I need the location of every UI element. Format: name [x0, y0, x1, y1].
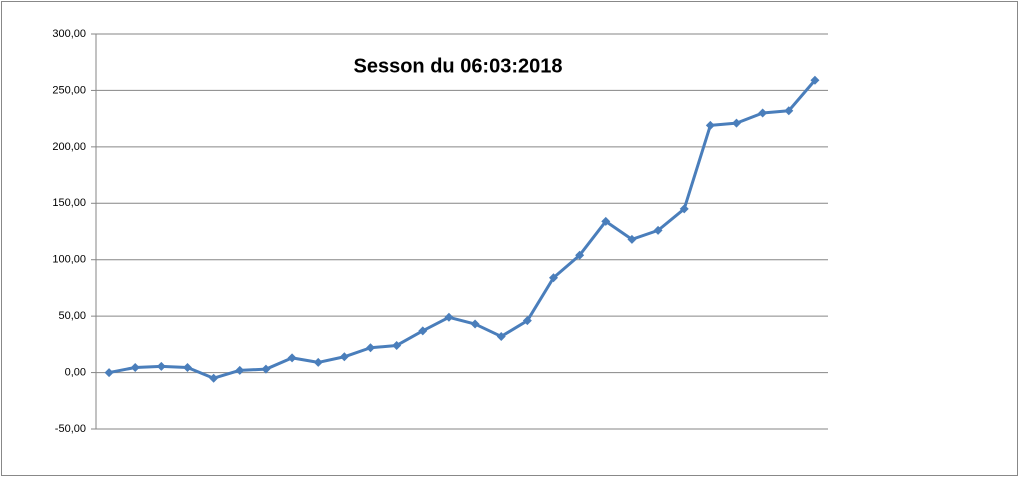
- y-tick-label: -50,00: [55, 423, 86, 435]
- data-point: [653, 225, 663, 235]
- y-tick-label: 100,00: [52, 254, 86, 266]
- data-point: [496, 331, 506, 341]
- y-tick-label: 200,00: [52, 141, 86, 153]
- data-point: [287, 353, 297, 363]
- data-point: [209, 373, 219, 383]
- data-point: [235, 365, 245, 375]
- data-point: [679, 204, 689, 214]
- data-point: [418, 326, 428, 336]
- data-point: [183, 362, 192, 372]
- series-line: [108, 79, 817, 380]
- data-point: [601, 216, 611, 226]
- y-tick-label: 0,00: [65, 366, 86, 378]
- y-tick-label: 250,00: [52, 84, 86, 96]
- data-point: [810, 75, 820, 85]
- data-point: [705, 120, 715, 130]
- data-point: [392, 340, 402, 350]
- chart-title: Sesson du 06:03:2018: [354, 55, 563, 77]
- data-point: [366, 343, 375, 353]
- y-tick-label: 50,00: [58, 310, 86, 322]
- data-point: [339, 352, 349, 362]
- data-point: [130, 362, 140, 372]
- data-point: [549, 273, 558, 283]
- data-point: [758, 108, 768, 118]
- data-point: [313, 357, 323, 367]
- y-tick-label: 150,00: [52, 197, 86, 209]
- data-point: [261, 364, 271, 374]
- data-point: [732, 118, 741, 128]
- data-point: [104, 368, 114, 378]
- data-point: [444, 312, 454, 322]
- data-point: [470, 319, 480, 329]
- data-point: [575, 250, 585, 260]
- data-point: [156, 361, 166, 371]
- data-point: [627, 234, 637, 244]
- data-point: [522, 316, 532, 326]
- data-point: [784, 106, 794, 116]
- y-tick-label: 300,00: [52, 28, 86, 40]
